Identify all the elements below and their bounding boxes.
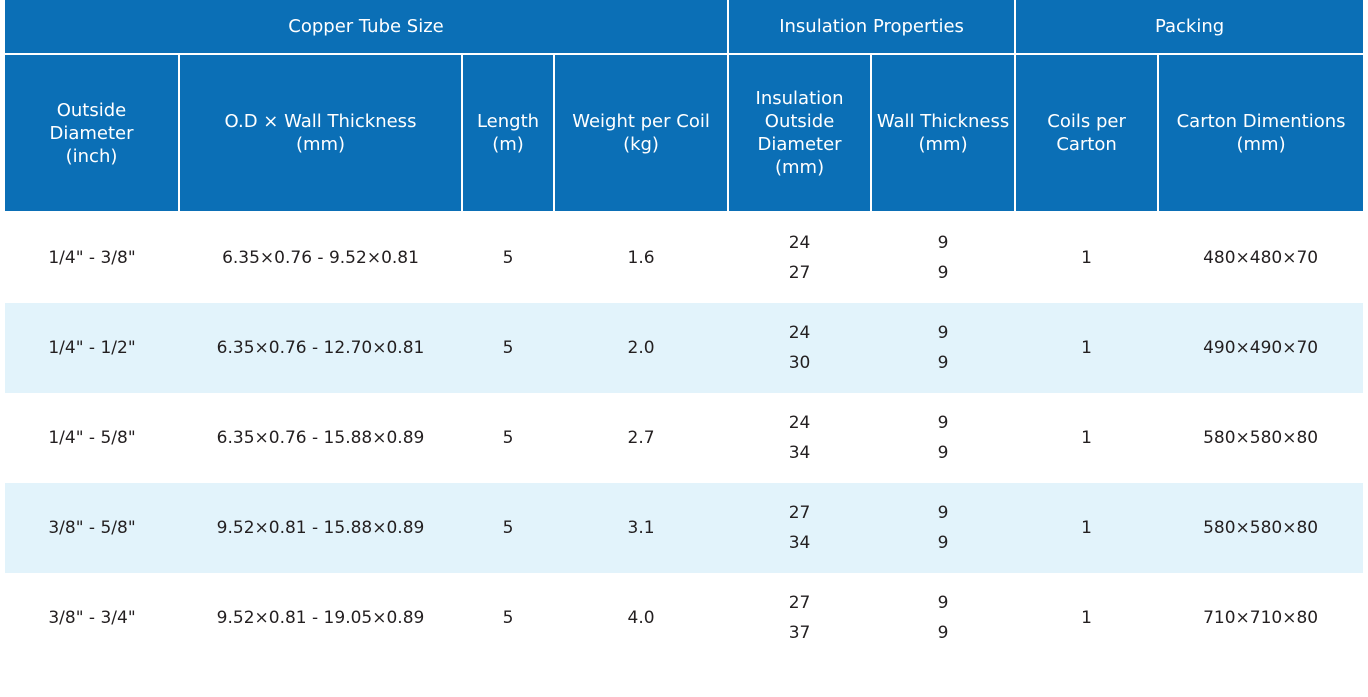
cell-weight: 2.0 (554, 303, 729, 393)
cell-weight: 3.1 (554, 483, 729, 573)
cell-length: 5 (502, 428, 514, 448)
table-row: 3/8" - 5/8" 9.52×0.81 - 15.88×0.89 5 3.1… (5, 483, 1364, 573)
cell-insulation-od: 27 34 (728, 483, 872, 573)
col-coils-per-carton: Coils per Carton (1015, 54, 1160, 213)
group-packing: Packing (1015, 0, 1364, 55)
col-insulation-wall-thickness: Wall Thickness (mm) (871, 54, 1017, 213)
cell-carton-dimentions: 480×480×70 (1203, 248, 1319, 268)
table-row: 3/8" - 3/4" 9.52×0.81 - 19.05×0.89 5 4.0… (5, 573, 1363, 663)
cell-carton-dimentions: 710×710×80 (1203, 608, 1319, 628)
cell-od-wall-thickness: 9.52×0.81 - 19.05×0.89 (216, 608, 425, 628)
cell-coils-per-carton: 1 (1015, 303, 1159, 393)
cell-outside-diameter: 3/8" - 3/4" (48, 608, 136, 628)
cell-insulation-od: 24 34 (788, 413, 811, 463)
cell-od-wall-thickness: 9.52×0.81 - 15.88×0.89 (179, 483, 462, 573)
table-row: 1/4" - 1/2" 6.35×0.76 - 12.70×0.81 5 2.0… (5, 303, 1364, 393)
col-insulation-outside-diameter: Insulation Outside Diameter (mm) (728, 54, 873, 213)
copper-tube-spec-table: Copper Tube Size Insulation Properties P… (5, 0, 1364, 663)
col-carton-dimentions: Carton Dimentions (mm) (1158, 54, 1364, 213)
cell-weight: 4.0 (627, 608, 655, 628)
cell-length: 5 (502, 248, 514, 268)
cell-coils-per-carton: 1 (1015, 483, 1159, 573)
cell-od-wall-thickness: 6.35×0.76 - 15.88×0.89 (216, 428, 425, 448)
cell-outside-diameter: 1/4" - 1/2" (5, 303, 179, 393)
cell-length: 5 (502, 608, 514, 628)
cell-weight: 1.6 (627, 248, 655, 268)
table-row: 1/4" - 3/8" 6.35×0.76 - 9.52×0.81 5 1.6 … (5, 212, 1363, 303)
col-od-wall-thickness: O.D × Wall Thickness (mm) (179, 54, 463, 213)
cell-length: 5 (462, 483, 554, 573)
cell-od-wall-thickness: 6.35×0.76 - 9.52×0.81 (222, 248, 419, 268)
group-insulation-properties: Insulation Properties (728, 0, 1017, 55)
header-group-row: Copper Tube Size Insulation Properties P… (5, 0, 1364, 55)
cell-insulation-od: 27 37 (788, 593, 811, 643)
header-column-row: Outside Diameter (inch) O.D × Wall Thick… (5, 54, 1364, 213)
group-copper-tube-size: Copper Tube Size (5, 0, 730, 55)
cell-insulation-od: 24 27 (788, 233, 811, 283)
cell-coils-per-carton: 1 (1081, 248, 1092, 268)
cell-outside-diameter: 1/4" - 3/8" (48, 248, 136, 268)
cell-carton-dimentions: 490×490×70 (1158, 303, 1364, 393)
cell-insulation-od: 24 30 (728, 303, 872, 393)
cell-weight: 2.7 (627, 428, 655, 448)
cell-od-wall-thickness: 6.35×0.76 - 12.70×0.81 (179, 303, 462, 393)
cell-carton-dimentions: 580×580×80 (1203, 428, 1319, 448)
col-outside-diameter: Outside Diameter (inch) (5, 54, 180, 213)
table-row: 1/4" - 5/8" 6.35×0.76 - 15.88×0.89 5 2.7… (5, 393, 1363, 483)
col-length: Length (m) (462, 54, 555, 213)
table-body: 1/4" - 3/8" 6.35×0.76 - 9.52×0.81 5 1.6 … (5, 212, 1364, 663)
cell-coils-per-carton: 1 (1081, 608, 1092, 628)
cell-outside-diameter: 1/4" - 5/8" (48, 428, 136, 448)
cell-carton-dimentions: 580×580×80 (1158, 483, 1364, 573)
col-weight-per-coil: Weight per Coil (kg) (554, 54, 730, 213)
cell-length: 5 (462, 303, 554, 393)
cell-coils-per-carton: 1 (1081, 428, 1092, 448)
table-header: Copper Tube Size Insulation Properties P… (5, 0, 1364, 213)
cell-outside-diameter: 3/8" - 5/8" (5, 483, 179, 573)
spec-table-container: Copper Tube Size Insulation Properties P… (5, 0, 1364, 663)
